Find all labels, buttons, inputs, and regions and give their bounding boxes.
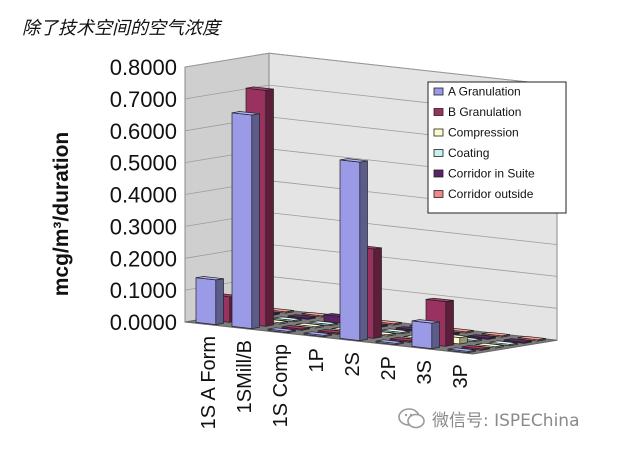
bar-front-1-0 — [231, 112, 253, 329]
bar-side-6-1 — [445, 299, 454, 347]
bar-top-2-1 — [281, 325, 310, 330]
bar-front-0-0 — [195, 277, 217, 325]
x-tick-label: 1S Comp — [270, 344, 292, 427]
bar-top-1-1 — [245, 86, 274, 91]
bar-side-6-0 — [431, 321, 440, 350]
x-tick-label: 1P — [306, 348, 328, 372]
bar-top-2-0 — [267, 327, 296, 332]
x-tick-label: 2S — [342, 352, 364, 376]
gridline — [184, 52, 558, 86]
y-tick-label: 0.6000 — [110, 119, 177, 144]
legend-label: A Granulation — [448, 85, 521, 99]
legend-label: Coating — [448, 146, 489, 160]
legend-swatch — [433, 149, 444, 157]
x-tick-label: 3S — [414, 360, 436, 384]
y-tick-label: 0.8000 — [110, 55, 177, 80]
x-tick-label: 1S A Form — [198, 336, 220, 429]
bar-top-6-5 — [481, 331, 510, 337]
legend-swatch — [433, 169, 444, 178]
bar-front-6-0 — [411, 320, 433, 349]
x-tick-label: 1SMill/B — [234, 340, 256, 413]
bar-top-4-0 — [339, 158, 368, 163]
bar-top-7-4 — [503, 338, 532, 343]
y-tick-label: 0.3000 — [110, 214, 177, 239]
bar-top-7-0 — [447, 347, 476, 352]
legend-label: Compression — [448, 126, 519, 140]
x-tick-label: 3P — [450, 364, 472, 388]
bar-front-4-0 — [339, 159, 361, 341]
bar-top-4-3 — [381, 328, 410, 333]
y-tick-label: 0.1000 — [110, 278, 177, 303]
bar-top-1-0 — [231, 111, 260, 116]
y-tick-label: 0.5000 — [110, 151, 177, 176]
legend-label: Corridor in Suite — [448, 167, 535, 181]
bar-top-7-2 — [475, 342, 504, 348]
bar-side-4-0 — [359, 160, 368, 342]
y-axis-title: mcg/m³/duration — [50, 132, 73, 297]
legend-label: Corridor outside — [448, 187, 534, 201]
y-tick-label: 0.4000 — [110, 183, 177, 208]
bar-top-7-1 — [461, 345, 490, 350]
bar-side-4-1 — [373, 247, 382, 339]
bar-top-7-5 — [517, 335, 546, 341]
bar-top-1-3 — [273, 316, 302, 321]
bar-side-1-1 — [265, 88, 274, 327]
watermark-text: 微信号: ISPEChina — [432, 411, 580, 431]
bar-top-6-1 — [425, 297, 454, 302]
legend-swatch — [433, 87, 444, 96]
bar-top-6-4 — [467, 334, 496, 339]
bar-top-0-0 — [195, 276, 224, 281]
bar-top-7-3 — [489, 340, 518, 345]
bar-side-1-0 — [251, 113, 260, 330]
page-title: 除了技术空间的空气浓度 — [22, 18, 220, 39]
y-tick-label: 0.0000 — [110, 310, 177, 335]
bar-top-3-0 — [303, 331, 332, 336]
bar-top-2-3 — [309, 320, 338, 325]
wechat-icon — [398, 407, 425, 428]
legend-label: B Granulation — [448, 105, 521, 119]
bar-top-1-4 — [287, 314, 316, 319]
x-tick-label: 2P — [378, 356, 400, 380]
bar-top-5-0 — [375, 339, 404, 344]
legend-swatch — [433, 108, 444, 116]
legend-swatch — [433, 128, 444, 137]
bar-side-0-0 — [215, 278, 224, 326]
legend-box — [427, 81, 567, 214]
wechat-watermark: 微信号: ISPEChina — [398, 406, 580, 431]
legend-swatch — [433, 190, 444, 198]
y-tick-label: 0.2000 — [110, 246, 177, 271]
y-tick-label: 0.7000 — [110, 87, 177, 112]
bar-top-2-2 — [295, 322, 324, 328]
bar-top-6-0 — [411, 319, 440, 324]
